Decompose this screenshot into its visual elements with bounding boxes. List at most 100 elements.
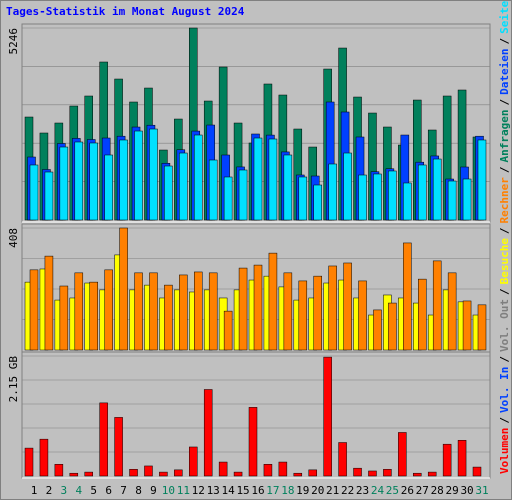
bar — [24, 447, 34, 477]
bar — [373, 309, 382, 351]
bar — [427, 471, 437, 477]
bar — [223, 310, 233, 351]
bar — [39, 438, 49, 477]
bar — [69, 472, 79, 477]
bar — [164, 165, 173, 221]
bar — [432, 260, 442, 351]
bar — [44, 255, 54, 351]
legend-entry: Vol. Out — [498, 299, 511, 352]
bar — [223, 176, 233, 221]
x-tick-label: 20 — [311, 484, 324, 497]
x-tick-label: 4 — [75, 484, 82, 497]
bar — [29, 164, 39, 221]
bar — [457, 440, 467, 477]
bar — [472, 466, 482, 477]
bar — [164, 284, 173, 351]
x-tick-label: 30 — [460, 484, 473, 497]
bar — [353, 467, 362, 477]
legend-separator: / — [498, 37, 511, 44]
bar — [403, 182, 412, 221]
bar — [74, 272, 84, 351]
bar — [253, 264, 263, 351]
x-tick-label: 31 — [475, 484, 488, 497]
legend-entry: Volumen — [498, 428, 511, 474]
x-tick-label: 15 — [236, 484, 249, 497]
bar — [418, 164, 427, 221]
bar — [447, 272, 457, 351]
bar — [278, 461, 288, 477]
bar — [328, 265, 337, 351]
bar — [268, 138, 278, 221]
bar — [253, 137, 263, 221]
bar — [208, 159, 218, 221]
x-tick-label: 17 — [266, 484, 279, 497]
bar — [114, 417, 123, 477]
bar — [194, 134, 203, 221]
bar — [343, 262, 352, 351]
bar — [144, 465, 153, 477]
bar — [104, 269, 113, 351]
x-tick-label: 12 — [192, 484, 205, 497]
bar — [432, 158, 442, 221]
legend-entry: Dateien — [498, 48, 511, 94]
legend: Volumen / Vol. In / Vol. Out / Besuche / Rechner… — [498, 0, 511, 474]
legend-entry: Rechner — [498, 177, 511, 224]
bar — [323, 356, 332, 477]
x-tick-label: 24 — [371, 484, 385, 497]
y-tick-label: 408 — [7, 228, 20, 248]
bar — [149, 128, 158, 221]
bar — [358, 174, 367, 221]
bar — [74, 141, 84, 221]
bar — [442, 443, 452, 477]
x-tick-label: 16 — [251, 484, 264, 497]
bar — [283, 154, 293, 221]
bar — [283, 272, 293, 351]
bar — [293, 472, 303, 477]
bar — [462, 178, 472, 221]
legend-separator: / — [498, 356, 511, 363]
x-tick-label: 21 — [326, 484, 339, 497]
legend-entry: Seiten — [498, 0, 511, 34]
x-tick-label: 26 — [401, 484, 414, 497]
bar — [218, 461, 228, 477]
legend-entry: Vol. In — [498, 367, 511, 413]
bar — [398, 432, 407, 477]
legend-separator: / — [498, 227, 511, 234]
x-tick-label: 27 — [416, 484, 429, 497]
bar — [233, 471, 243, 477]
bar — [238, 169, 248, 221]
bar — [44, 171, 54, 221]
x-tick-label: 8 — [135, 484, 142, 497]
x-tick-label: 7 — [120, 484, 127, 497]
bar — [159, 471, 168, 477]
bar — [134, 130, 143, 221]
bar — [477, 304, 487, 351]
bar — [368, 470, 377, 477]
bar — [208, 272, 218, 351]
bar — [189, 446, 198, 477]
bar — [89, 142, 98, 221]
x-tick-label: 2 — [46, 484, 53, 497]
bar — [298, 280, 308, 351]
bar — [462, 300, 472, 351]
bar — [89, 281, 98, 351]
bar — [388, 170, 397, 221]
bar — [104, 154, 113, 221]
bar — [358, 280, 367, 351]
bar — [248, 407, 258, 477]
x-tick-label: 23 — [356, 484, 369, 497]
bar — [263, 464, 273, 477]
bar — [174, 469, 183, 477]
legend-separator: / — [498, 98, 511, 105]
x-tick-label: 1 — [31, 484, 38, 497]
y-tick-label: 2.15 GB — [7, 356, 20, 403]
bar — [59, 285, 69, 351]
x-tick-label: 25 — [386, 484, 399, 497]
bar — [238, 267, 248, 351]
x-tick-label: 19 — [296, 484, 309, 497]
bar — [54, 464, 64, 477]
bar — [308, 469, 317, 477]
bar — [388, 302, 397, 351]
bar — [179, 152, 188, 221]
bar — [298, 176, 308, 221]
